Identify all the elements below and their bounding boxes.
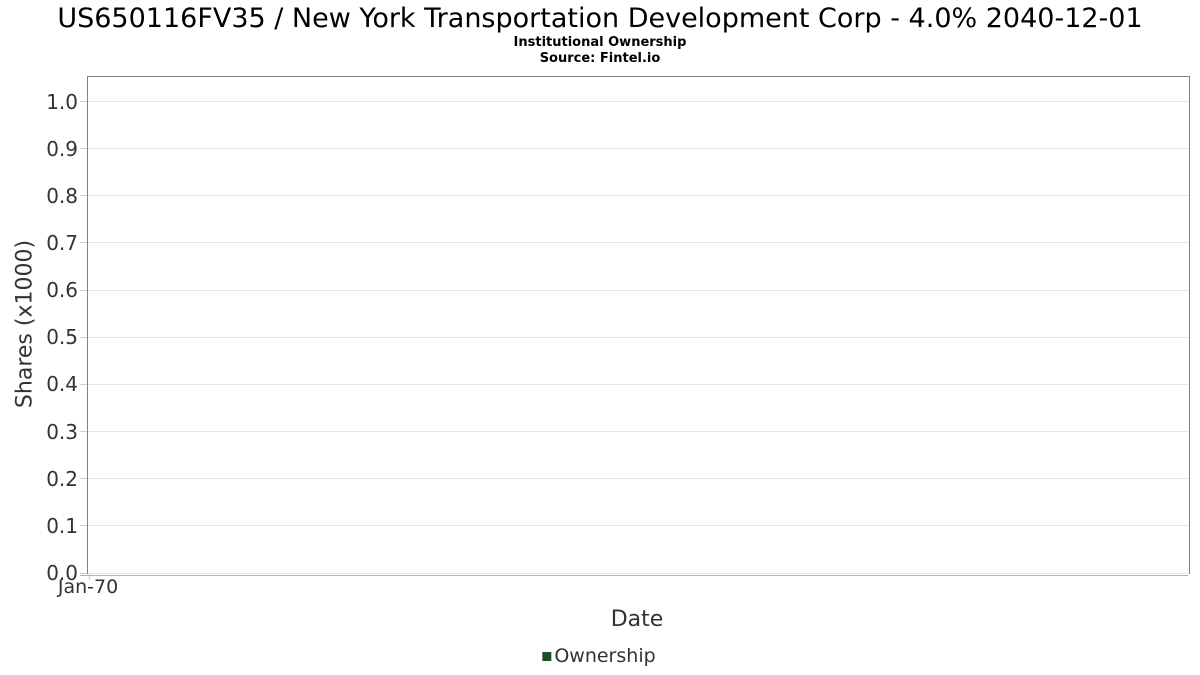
chart-subtitle: Institutional Ownership xyxy=(513,35,687,50)
y-gridline xyxy=(88,289,1189,291)
y-axis-tick xyxy=(80,336,87,338)
y-gridline xyxy=(88,431,1189,433)
y-gridline xyxy=(88,101,1189,103)
x-axis-title: Date xyxy=(610,607,664,632)
y-axis-tick xyxy=(80,242,87,244)
chart-source-credit: Source: Fintel.io xyxy=(539,51,661,66)
y-axis-tick-label: 0.1 xyxy=(46,513,78,538)
y-axis-tick xyxy=(80,431,87,433)
y-axis-tick xyxy=(80,478,87,480)
plot-area: 0.0 0.1 0.2 0.3 0.4 0.5 0.6 0.7 0.8 0.9 1.0 xyxy=(46,76,1190,584)
legend-item-ownership[interactable]: Ownership xyxy=(542,645,656,667)
y-axis-tick-label: 0.8 xyxy=(46,183,78,208)
y-gridline xyxy=(88,478,1189,480)
y-axis-tick xyxy=(80,525,87,527)
x-axis-line xyxy=(80,575,1188,576)
x-axis-tick xyxy=(89,574,90,580)
y-gridline xyxy=(88,525,1189,527)
chart-title: US650116FV35 / New York Transportation D… xyxy=(57,3,1143,34)
y-gridline xyxy=(88,383,1189,385)
y-axis-tick-label: 0.9 xyxy=(46,136,78,161)
y-axis-tick xyxy=(80,195,87,197)
y-axis-tick-label: 0.6 xyxy=(46,278,78,303)
y-axis-tick-label: 0.5 xyxy=(46,325,78,350)
y-gridline xyxy=(88,572,1189,574)
y-axis-tick-label: 0.0 xyxy=(46,561,78,585)
y-gridline xyxy=(88,242,1189,244)
y-axis-tick-label: 0.3 xyxy=(46,419,78,444)
legend-marker-square xyxy=(542,651,552,661)
y-axis-tick xyxy=(80,101,87,103)
y-gridline xyxy=(88,195,1189,197)
y-axis-tick xyxy=(80,572,87,574)
y-axis-tick xyxy=(80,383,87,385)
y-axis-tick-label: 0.7 xyxy=(46,230,78,255)
legend-series-label: Ownership xyxy=(554,645,656,667)
y-axis-tick-label: 0.4 xyxy=(46,372,78,397)
y-gridline xyxy=(88,336,1189,338)
y-axis-tick-label: 0.2 xyxy=(46,466,78,491)
y-axis-tick xyxy=(80,148,87,150)
x-axis-tick-label: Jan-70 xyxy=(57,576,119,598)
y-axis-tick xyxy=(80,289,87,291)
y-axis-tick-label: 1.0 xyxy=(46,89,78,114)
y-gridline xyxy=(88,148,1189,150)
